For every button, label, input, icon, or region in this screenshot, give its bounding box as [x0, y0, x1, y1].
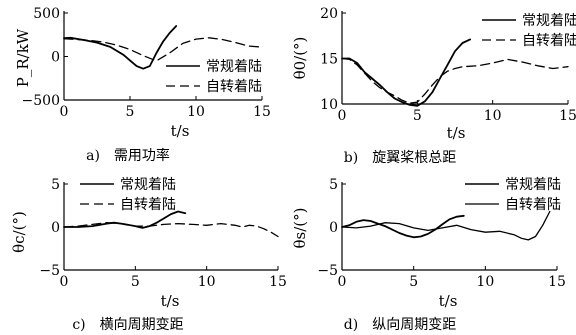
y-tick-label: −5: [317, 263, 338, 279]
x-tick-label: 15: [559, 108, 576, 124]
chart-caption: d) 纵向周期变距: [344, 317, 456, 333]
legend-label-1: 自转着陆: [505, 197, 561, 213]
legend-label-1: 自转着陆: [206, 79, 262, 95]
x-tick-label: 5: [409, 274, 418, 290]
x-tick-label: 5: [126, 104, 135, 120]
x-tick-label: 5: [131, 274, 140, 290]
y-axis-label: θs/(°): [291, 208, 309, 249]
series-line-1: [63, 37, 261, 62]
chart-caption: c) 横向周期变距: [72, 317, 183, 333]
y-tick-label: −5: [39, 263, 60, 279]
y-axis-label: θ0/(°): [291, 37, 309, 80]
x-axis-label: t/s: [171, 122, 190, 140]
chart-caption: a) 需用功率: [86, 147, 170, 164]
y-tick-label: 500: [33, 6, 60, 22]
y-tick-label: 10: [320, 97, 338, 113]
legend-label-0: 常规着陆: [206, 59, 262, 75]
y-axis-label: P_R/kW: [14, 28, 32, 87]
y-tick-label: 5: [51, 177, 60, 193]
series-line-1: [341, 210, 551, 241]
x-tick-label: 10: [476, 274, 494, 290]
y-tick-label: 0: [329, 220, 338, 236]
series-line-0: [341, 38, 472, 107]
x-tick-label: 0: [338, 108, 347, 124]
x-axis-label: t/s: [161, 292, 180, 310]
x-tick-label: 0: [60, 274, 69, 290]
y-tick-label: 0: [51, 50, 60, 66]
legend-label-0: 常规着陆: [505, 177, 561, 193]
x-axis-label: t/s: [439, 292, 458, 310]
legend-label-1: 自转着陆: [522, 33, 576, 49]
x-tick-label: 15: [548, 274, 566, 290]
series-line-1: [341, 57, 569, 104]
x-tick-label: 0: [60, 104, 69, 120]
x-tick-label: 10: [198, 274, 216, 290]
legend-label-1: 自转着陆: [120, 197, 176, 213]
x-tick-label: 15: [253, 104, 271, 120]
x-tick-label: 10: [484, 108, 502, 124]
y-tick-label: 0: [51, 220, 60, 236]
y-axis-label: θc/(°): [10, 211, 28, 253]
series-line-0: [63, 210, 187, 229]
y-tick-label: 15: [320, 52, 338, 68]
x-tick-label: 5: [413, 108, 422, 124]
chart-caption: b) 旋翼桨根总距: [344, 149, 456, 166]
x-tick-label: 10: [187, 104, 205, 120]
x-tick-label: 0: [338, 274, 347, 290]
series-line-1: [63, 222, 279, 238]
x-axis-label: t/s: [447, 124, 466, 142]
legend-label-0: 常规着陆: [120, 177, 176, 193]
series-line-0: [341, 214, 465, 239]
series-line-0: [63, 25, 178, 70]
legend-label-0: 常规着陆: [522, 13, 576, 29]
x-tick-label: 15: [269, 274, 287, 290]
y-tick-label: −500: [22, 93, 60, 109]
y-tick-label: 5: [329, 177, 338, 193]
y-tick-label: 20: [320, 6, 338, 22]
